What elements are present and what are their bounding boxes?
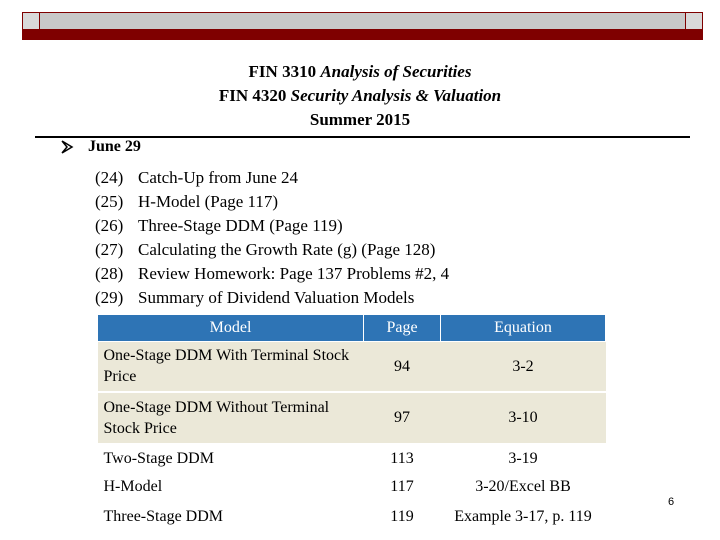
term: Summer 2015 <box>309 110 411 129</box>
top-box-left <box>22 12 40 30</box>
item-number: (24) <box>95 168 124 187</box>
title-line: FIN 3310 Analysis of Securities <box>0 62 720 82</box>
title-line: FIN 4320 Security Analysis & Valuation <box>0 86 720 106</box>
table-row: H-Model 117 3-20/Excel BB <box>98 473 606 501</box>
item-number: (29) <box>95 288 124 307</box>
summary-table: Model Page Equation One-Stage DDM With Term… <box>97 314 606 532</box>
table-cell: H-Model <box>103 478 163 495</box>
column-header: Page <box>363 314 441 342</box>
table-cell: 3-20/Excel BB <box>475 478 571 495</box>
page-number: 6 <box>668 496 675 508</box>
top-box-right <box>685 12 703 30</box>
table-cell: 119 <box>390 507 414 525</box>
table-cell: Two-Stage DDM <box>103 450 214 467</box>
item-number: (28) <box>95 264 124 283</box>
table-cell: 117 <box>390 478 414 495</box>
item-number: (27) <box>95 240 124 259</box>
table-cell: Three-Stage DDM <box>103 507 224 525</box>
item-text: H-Model (Page 117) <box>138 192 279 211</box>
table-cell: 94 <box>363 341 441 393</box>
table-row: One-Stage DDM Without Terminal Stock Pri… <box>97 391 606 445</box>
course: FIN 4320 <box>218 86 287 105</box>
bullet-text: June 29 <box>88 138 141 155</box>
table-cell: 3-19 <box>508 450 538 467</box>
table-row: Three-Stage DDM 119 Example 3-17, p. 119 <box>98 501 606 532</box>
course: FIN 3310 <box>248 62 317 81</box>
item-text: Summary of Dividend Valuation Models <box>138 288 415 307</box>
table-row: One-Stage DDM With Terminal Stock Price 9… <box>97 341 606 393</box>
table-cell: 113 <box>390 450 414 467</box>
divider <box>35 136 690 138</box>
course-name: Analysis of Securities <box>320 62 472 81</box>
item-number: (26) <box>95 216 124 235</box>
table-cell: 3-10 <box>440 391 606 445</box>
item-text: Calculating the Growth Rate (g) (Page 12… <box>138 240 436 259</box>
top-strip <box>22 30 703 40</box>
item-text: Three-Stage DDM (Page 119) <box>138 216 343 235</box>
item-text: Catch-Up from June 24 <box>138 168 299 187</box>
table-cell: One-Stage DDM With Terminal Stock Price <box>97 341 364 393</box>
table-cell: One-Stage DDM Without Terminal Stock Pri… <box>97 391 364 445</box>
table-cell: 97 <box>363 391 441 445</box>
item-number: (25) <box>95 192 124 211</box>
table-row: Two-Stage DDM 113 3-19 <box>98 444 606 473</box>
column-header: Equation <box>440 314 606 342</box>
column-header: Model <box>97 314 364 342</box>
bullet-arrow <box>61 140 74 154</box>
item-text: Review Homework: Page 137 Problems #2, 4 <box>138 264 450 283</box>
table-cell: Example 3-17, p. 119 <box>454 507 592 525</box>
top-bar <box>22 12 703 30</box>
course-name: Security Analysis & Valuation <box>290 86 502 105</box>
table-cell: 3-2 <box>440 341 606 393</box>
